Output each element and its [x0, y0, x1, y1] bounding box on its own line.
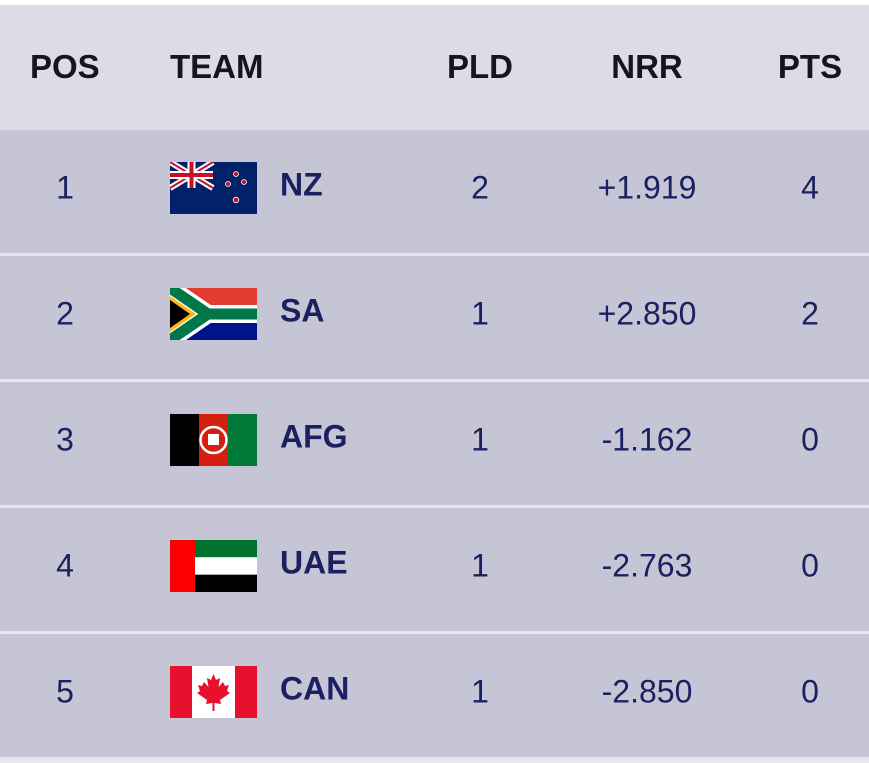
- pos-cell: 2: [56, 295, 74, 332]
- nrr-cell: -2.763: [601, 547, 693, 584]
- table-row[interactable]: 3 AFG 1 -1.162 0: [0, 382, 869, 505]
- table-row[interactable]: 2 SA 1 +2.850 2: [0, 256, 869, 379]
- nrr-cell: +2.850: [597, 295, 697, 332]
- flag: [170, 414, 257, 466]
- header-cell: TEAM: [170, 48, 264, 85]
- pts-cell: 0: [801, 673, 819, 710]
- header-cell: PTS: [777, 48, 843, 85]
- header-cell: PLD: [447, 48, 513, 85]
- header-cell: NRR: [611, 48, 683, 85]
- header-row: POS TEAM PLD NRR PTS: [0, 5, 869, 130]
- flag: [170, 288, 257, 340]
- flag: [170, 162, 257, 214]
- pos-cell: 4: [56, 547, 74, 584]
- pld-cell: 1: [471, 421, 489, 458]
- table-row[interactable]: 4 UAE 1 -2.763 0: [0, 508, 869, 631]
- table-row[interactable]: 5 CAN 1 -2.850 0: [0, 634, 869, 757]
- pld-cell: 1: [471, 673, 489, 710]
- pld-cell: 1: [471, 547, 489, 584]
- team-name: UAE: [280, 544, 348, 581]
- pts-cell: 0: [801, 547, 819, 584]
- pos-cell: 1: [56, 169, 74, 206]
- pts-cell: 2: [801, 295, 819, 332]
- team-name: NZ: [280, 166, 323, 203]
- top-strip: [0, 0, 869, 5]
- team-name: CAN: [280, 670, 350, 707]
- header-cell: POS: [30, 48, 100, 85]
- flag: [170, 540, 257, 592]
- pts-cell: 0: [801, 421, 819, 458]
- team-name: AFG: [280, 418, 348, 455]
- nrr-cell: -1.162: [601, 421, 693, 458]
- pos-cell: 3: [56, 421, 74, 458]
- pld-cell: 1: [471, 295, 489, 332]
- table-row[interactable]: 1 NZ 2 +1.919 4: [0, 130, 869, 253]
- pld-cell: 2: [471, 169, 489, 206]
- pos-cell: 5: [56, 673, 74, 710]
- flag: [170, 666, 257, 718]
- nrr-cell: +1.919: [597, 169, 697, 206]
- team-name: SA: [280, 292, 325, 329]
- nrr-cell: -2.850: [601, 673, 693, 710]
- pts-cell: 4: [801, 169, 819, 206]
